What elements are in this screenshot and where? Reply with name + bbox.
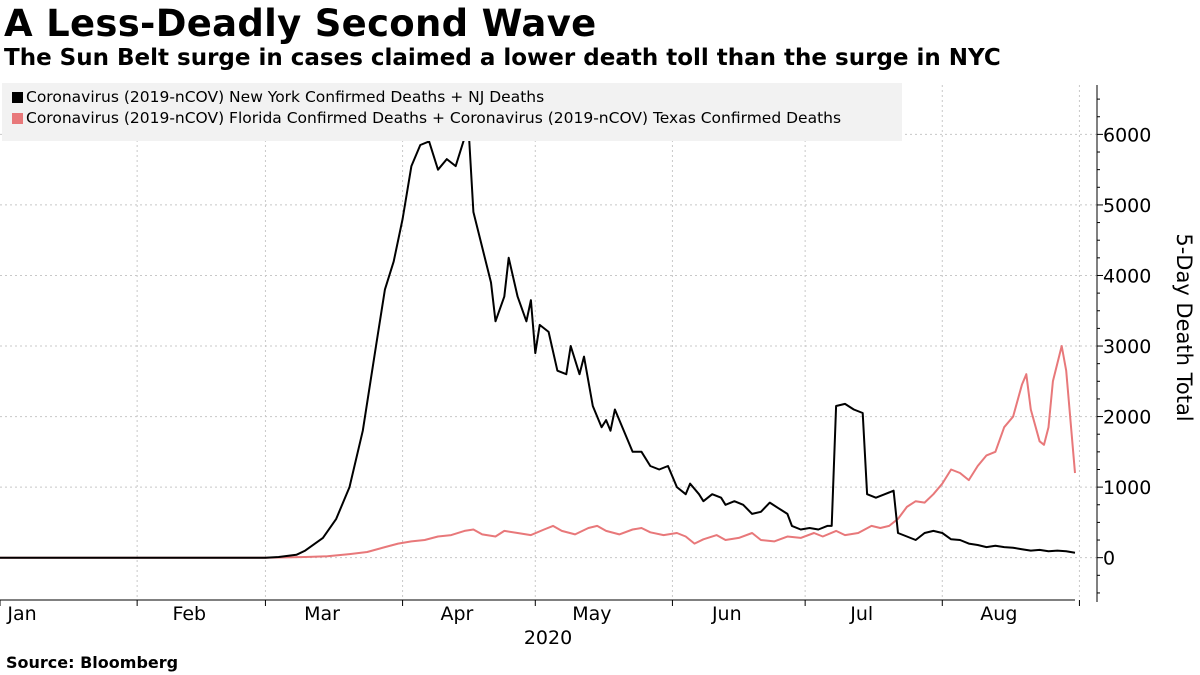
y-tick-label: 2000 bbox=[1103, 407, 1151, 429]
x-tick-label: Jun bbox=[711, 603, 742, 625]
legend-entry: Coronavirus (2019-nCOV) Florida Confirme… bbox=[26, 109, 841, 127]
series-line-new-york bbox=[0, 133, 1076, 559]
series-line-florida-texas bbox=[0, 345, 1076, 559]
y-tick-label: 3000 bbox=[1103, 336, 1151, 358]
x-tick-label: Feb bbox=[172, 603, 206, 625]
x-tick-label: Apr bbox=[440, 603, 473, 625]
y-tick-label: 1000 bbox=[1103, 477, 1151, 499]
chart-title: A Less-Deadly Second Wave bbox=[4, 2, 597, 45]
series-lines bbox=[0, 133, 1076, 559]
source-note: Source: Bloomberg bbox=[6, 653, 179, 672]
y-tick-label: 5000 bbox=[1103, 195, 1151, 217]
legend-background bbox=[2, 83, 902, 141]
line-chart: 0 1000 2000 3000 4000 5000 6000 5-Day Death Tot… bbox=[0, 83, 1196, 649]
legend-swatch bbox=[12, 92, 23, 103]
legend: Coronavirus (2019-nCOV) New York Confirm… bbox=[2, 83, 902, 141]
chart-subtitle: The Sun Belt surge in cases claimed a lo… bbox=[4, 45, 1001, 71]
x-tick-label: May bbox=[572, 603, 611, 625]
legend-entry: Coronavirus (2019-nCOV) New York Confirm… bbox=[26, 88, 544, 106]
y-tick-label: 0 bbox=[1103, 548, 1115, 570]
x-axis-label: 2020 bbox=[524, 627, 572, 649]
grid-lines bbox=[0, 85, 1097, 600]
legend-swatch bbox=[12, 113, 23, 124]
y-axis-label: 5-Day Death Total bbox=[1172, 233, 1196, 421]
x-tick-label: Jan bbox=[6, 603, 36, 625]
x-tick-label: Jul bbox=[849, 603, 873, 625]
x-tick-label: Mar bbox=[304, 603, 340, 625]
axes: 0 1000 2000 3000 4000 5000 6000 5-Day Death Tot… bbox=[0, 85, 1196, 649]
x-tick-label: Aug bbox=[980, 603, 1017, 625]
y-tick-label: 6000 bbox=[1103, 124, 1151, 146]
y-tick-label: 4000 bbox=[1103, 265, 1151, 287]
